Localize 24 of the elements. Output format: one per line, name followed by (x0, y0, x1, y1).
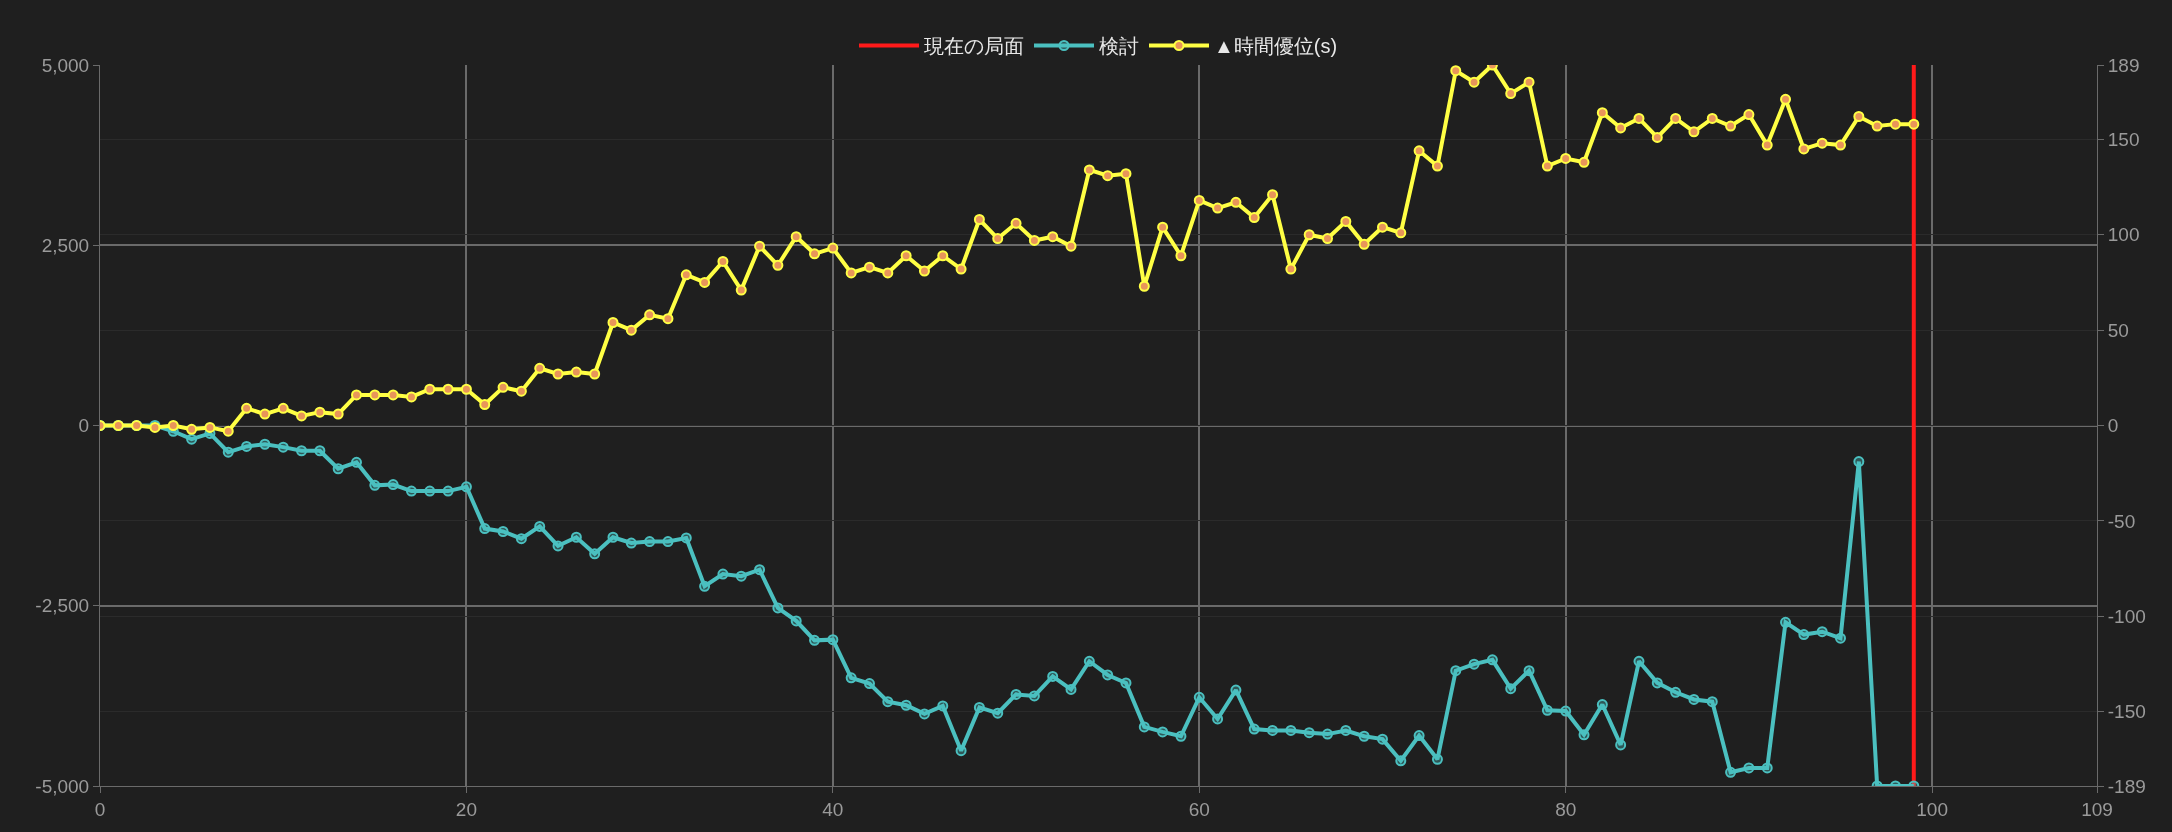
y2-tick-label: 189 (2107, 54, 2140, 76)
y-tick-label: 5,000 (41, 54, 90, 76)
x-tick-label: 100 (1916, 798, 1948, 820)
y-tick-label: 0 (78, 415, 90, 437)
y2-tick-label: 100 (2107, 224, 2140, 246)
x-tick-label: 40 (822, 798, 844, 820)
y-tick-label: -5,000 (35, 775, 90, 797)
x-tick-label: 80 (1555, 798, 1577, 820)
x-tick-label: 60 (1188, 798, 1210, 820)
y2-tick-label: -150 (2107, 701, 2146, 723)
y2-tick-label: -50 (2107, 510, 2136, 532)
legend-label: ▲時間優位(s) (1214, 35, 1338, 58)
y-tick-label: -2,500 (35, 595, 90, 617)
y2-tick-label: -189 (2107, 775, 2146, 797)
y2-tick-label: -100 (2107, 605, 2146, 627)
y2-tick-label: 0 (2107, 415, 2119, 437)
y2-tick-label: 150 (2107, 129, 2140, 151)
y2-tick-label: 50 (2107, 319, 2129, 341)
legend-label: 検討 (1099, 35, 1139, 58)
y-tick-label: 2,500 (41, 234, 90, 256)
legend-label: 現在の局面 (924, 35, 1024, 58)
x-tick-label: 0 (94, 798, 106, 820)
x-tick-label: 20 (455, 798, 477, 820)
x-tick-label: 109 (2081, 798, 2113, 820)
